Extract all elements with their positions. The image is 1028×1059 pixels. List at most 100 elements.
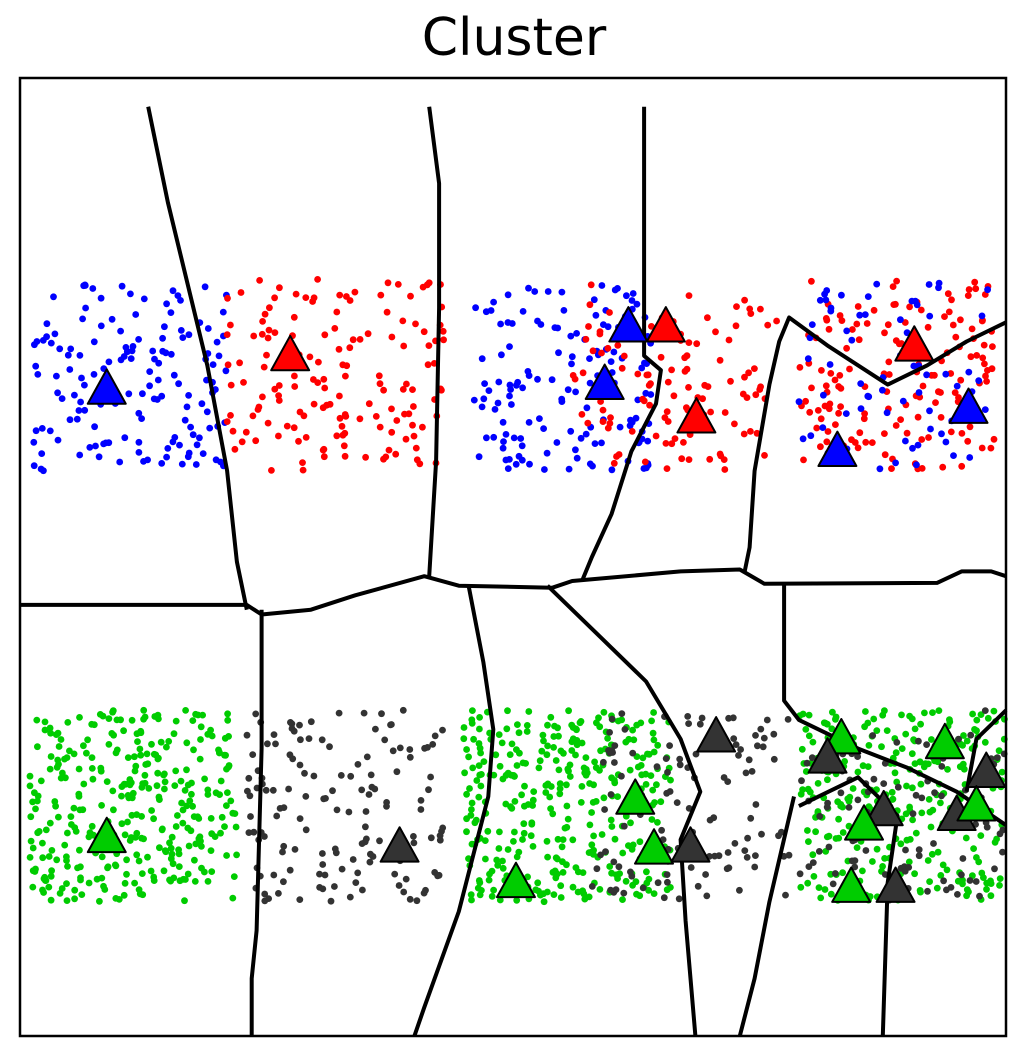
data-point-red bbox=[224, 361, 232, 369]
data-point-green bbox=[76, 806, 84, 814]
data-point-blue bbox=[512, 460, 520, 468]
data-point-blue bbox=[953, 382, 961, 390]
data-point-dark bbox=[406, 746, 414, 753]
data-point-red bbox=[271, 385, 279, 393]
data-point-red bbox=[951, 389, 959, 396]
data-point-green bbox=[810, 873, 818, 880]
data-point-dark bbox=[620, 889, 628, 897]
data-point-green bbox=[663, 886, 671, 894]
data-point-dark bbox=[816, 812, 824, 820]
data-point-red bbox=[903, 429, 911, 437]
data-point-green bbox=[650, 709, 657, 716]
data-point-dark bbox=[391, 870, 399, 878]
data-point-red bbox=[981, 360, 988, 368]
data-point-green bbox=[612, 871, 620, 879]
data-point-dark bbox=[244, 787, 251, 795]
data-point-dark bbox=[905, 864, 913, 871]
data-point-dark bbox=[296, 761, 304, 769]
data-point-green bbox=[477, 782, 485, 790]
data-point-red bbox=[822, 315, 830, 322]
data-point-green bbox=[485, 876, 493, 884]
data-point-blue bbox=[502, 431, 510, 438]
data-point-dark bbox=[611, 759, 618, 766]
data-point-dark bbox=[796, 870, 804, 878]
data-point-blue bbox=[598, 439, 605, 447]
data-point-green bbox=[557, 894, 565, 901]
data-point-blue bbox=[181, 416, 189, 424]
data-point-dark bbox=[976, 892, 983, 900]
data-point-red bbox=[693, 340, 701, 348]
data-point-red bbox=[250, 332, 258, 340]
data-point-dark bbox=[775, 832, 782, 840]
data-point-blue bbox=[553, 439, 561, 446]
data-point-dark bbox=[745, 756, 753, 764]
data-point-red bbox=[290, 313, 298, 321]
data-point-red bbox=[957, 316, 964, 324]
data-point-dark bbox=[345, 808, 353, 816]
data-point-green bbox=[141, 713, 149, 721]
data-point-blue bbox=[66, 416, 74, 424]
data-point-dark bbox=[406, 895, 414, 903]
data-point-green bbox=[825, 832, 833, 840]
data-point-red bbox=[712, 328, 719, 336]
data-point-green bbox=[110, 731, 117, 739]
data-point-green bbox=[650, 890, 658, 897]
data-point-blue bbox=[926, 312, 934, 320]
data-point-green bbox=[496, 896, 504, 904]
data-point-green bbox=[521, 802, 528, 810]
data-point-blue bbox=[883, 409, 891, 417]
data-point-blue bbox=[30, 438, 38, 446]
data-point-red bbox=[849, 326, 856, 333]
data-point-red bbox=[685, 456, 693, 463]
data-point-green bbox=[97, 764, 105, 772]
data-point-blue bbox=[590, 296, 598, 304]
data-point-green bbox=[873, 727, 881, 734]
data-point-green bbox=[504, 846, 512, 853]
data-point-blue bbox=[628, 297, 636, 304]
data-point-green bbox=[499, 857, 506, 865]
cluster-boundary-4 bbox=[580, 106, 663, 582]
data-point-blue bbox=[66, 366, 74, 373]
data-point-green bbox=[504, 707, 511, 715]
data-point-green bbox=[881, 855, 888, 862]
data-point-blue bbox=[32, 427, 40, 435]
data-point-blue bbox=[81, 381, 88, 389]
data-point-blue bbox=[478, 403, 486, 411]
data-point-red bbox=[835, 383, 842, 390]
data-point-green bbox=[55, 743, 63, 750]
data-point-green bbox=[983, 885, 990, 893]
data-point-green bbox=[29, 844, 37, 852]
data-point-blue bbox=[184, 453, 192, 461]
data-point-red bbox=[716, 356, 724, 364]
data-point-green bbox=[629, 841, 637, 849]
data-point-green bbox=[136, 745, 144, 753]
data-point-red bbox=[932, 399, 939, 406]
data-point-green bbox=[917, 720, 924, 728]
data-point-red bbox=[598, 349, 605, 357]
data-point-green bbox=[535, 887, 542, 895]
data-point-blue bbox=[826, 361, 834, 368]
data-point-red bbox=[808, 384, 815, 392]
data-point-blue bbox=[807, 432, 815, 440]
data-point-green bbox=[221, 751, 228, 759]
data-point-dark bbox=[981, 707, 989, 714]
data-point-green bbox=[175, 850, 183, 858]
data-point-green bbox=[903, 836, 911, 844]
data-point-red bbox=[412, 444, 420, 452]
data-point-green bbox=[133, 829, 141, 837]
data-point-red bbox=[924, 323, 932, 331]
data-point-green bbox=[40, 889, 47, 896]
data-point-blue bbox=[158, 460, 166, 467]
data-point-red bbox=[941, 313, 948, 320]
data-point-green bbox=[521, 782, 528, 790]
data-point-dark bbox=[752, 732, 759, 739]
data-point-dark bbox=[346, 893, 354, 901]
data-point-blue bbox=[902, 437, 909, 445]
data-point-dark bbox=[760, 734, 768, 742]
data-point-red bbox=[925, 434, 932, 441]
data-point-dark bbox=[280, 804, 288, 811]
data-point-red bbox=[851, 439, 859, 446]
data-point-green bbox=[802, 726, 810, 733]
data-point-blue bbox=[491, 406, 499, 413]
